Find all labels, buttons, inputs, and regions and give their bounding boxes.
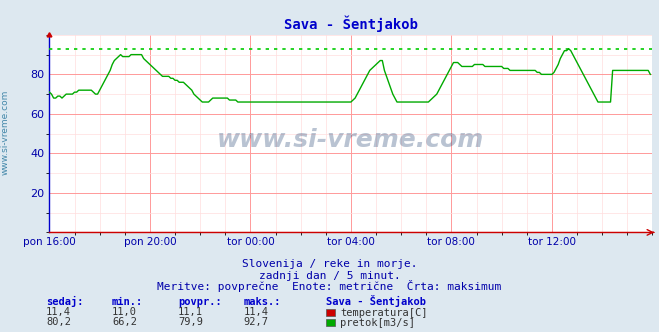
Text: Sava - Šentjakob: Sava - Šentjakob (326, 295, 426, 307)
Text: sedaj:: sedaj: (46, 296, 84, 307)
Text: www.si-vreme.com: www.si-vreme.com (1, 90, 10, 176)
Text: 11,0: 11,0 (112, 307, 137, 317)
Text: 11,4: 11,4 (46, 307, 71, 317)
Text: 66,2: 66,2 (112, 317, 137, 327)
Text: 79,9: 79,9 (178, 317, 203, 327)
Text: povpr.:: povpr.: (178, 297, 221, 307)
Text: zadnji dan / 5 minut.: zadnji dan / 5 minut. (258, 271, 401, 281)
Text: 11,4: 11,4 (244, 307, 269, 317)
Text: 92,7: 92,7 (244, 317, 269, 327)
Text: maks.:: maks.: (244, 297, 281, 307)
Text: Slovenija / reke in morje.: Slovenija / reke in morje. (242, 259, 417, 269)
Text: Meritve: povprečne  Enote: metrične  Črta: maksimum: Meritve: povprečne Enote: metrične Črta:… (158, 281, 501, 292)
Text: min.:: min.: (112, 297, 143, 307)
Title: Sava - Šentjakob: Sava - Šentjakob (284, 16, 418, 32)
Text: temperatura[C]: temperatura[C] (340, 308, 428, 318)
Text: pretok[m3/s]: pretok[m3/s] (340, 318, 415, 328)
Text: 11,1: 11,1 (178, 307, 203, 317)
Text: 80,2: 80,2 (46, 317, 71, 327)
Text: www.si-vreme.com: www.si-vreme.com (217, 127, 484, 151)
